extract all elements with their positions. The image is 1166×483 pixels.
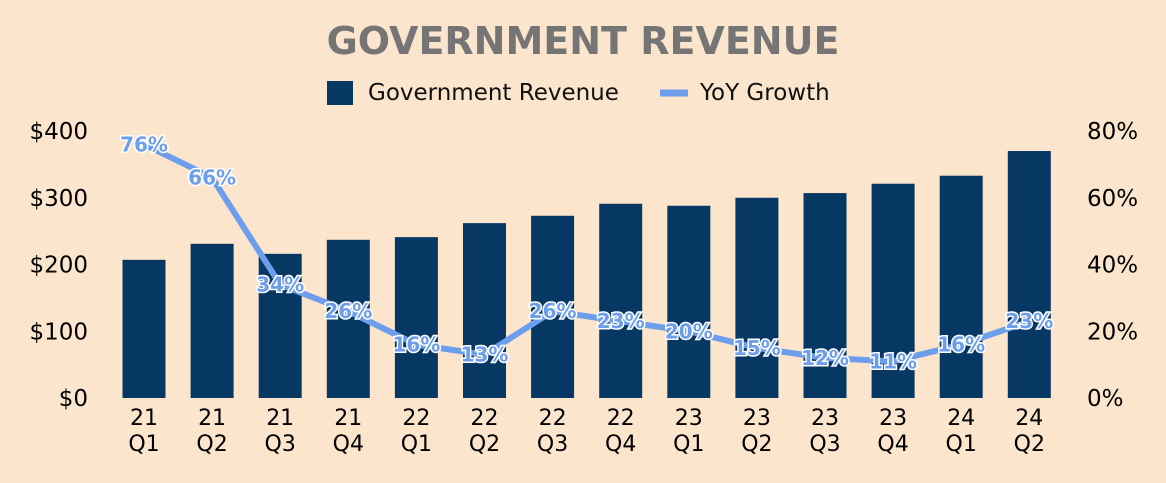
x-axis-category-label: Q1 [128, 432, 159, 457]
x-axis-category-label: Q2 [1014, 432, 1045, 457]
growth-data-label: 26% [324, 299, 372, 323]
revenue-bar [803, 193, 847, 398]
growth-data-label: 11% [869, 349, 917, 373]
growth-data-label: 12% [801, 346, 849, 370]
legend-bar-swatch [327, 81, 353, 105]
x-axis-category-label: 23 [879, 406, 907, 431]
right-axis-tick-label: 80% [1087, 119, 1138, 145]
growth-data-label: 23% [1005, 309, 1053, 333]
growth-data-labels: 76% 66% 34% 26% 16% 13% 26% 23% 20% 15% 12% 11% 16% 2… [119, 131, 1055, 375]
growth-data-label: 15% [733, 336, 781, 360]
revenue-bar [258, 253, 302, 398]
right-axis-tick-label: 0% [1087, 386, 1124, 412]
growth-line-layer [141, 141, 1033, 365]
legend-label-yoy-growth: YoY Growth [699, 80, 830, 106]
x-axis-category-label: Q1 [673, 432, 704, 457]
x-axis-category-label: Q2 [469, 432, 500, 457]
revenue-bar [667, 205, 711, 398]
x-axis-category-label: Q3 [265, 432, 296, 457]
x-axis-category-label: 22 [402, 406, 430, 431]
left-axis-tick-label: $100 [29, 319, 88, 345]
x-axis-category-label: 22 [539, 406, 567, 431]
x-axis-category-label: Q1 [401, 432, 432, 457]
x-axis-category-label: 22 [471, 406, 499, 431]
x-axis-category-label: 21 [198, 406, 226, 431]
x-axis-category-label: 22 [607, 406, 635, 431]
growth-data-label: 66% [188, 166, 236, 190]
chart-title: GOVERNMENT REVENUE [327, 19, 840, 63]
left-axis-tick-label: $0 [59, 386, 88, 412]
right-axis-tick-label: 40% [1087, 253, 1138, 279]
revenue-bar [394, 237, 438, 398]
growth-data-label: 34% [256, 273, 304, 297]
left-axis-tick-label: $300 [29, 186, 88, 212]
revenue-bar [122, 259, 166, 398]
x-axis-category-label: 23 [743, 406, 771, 431]
x-axis-category-label: 24 [947, 406, 975, 431]
growth-data-label: 16% [937, 333, 985, 357]
growth-data-label: 20% [665, 319, 713, 343]
revenue-bar [599, 203, 643, 398]
x-axis-category-label: 23 [811, 406, 839, 431]
x-axis-category-label: Q1 [946, 432, 977, 457]
x-axis-category-label: 21 [266, 406, 294, 431]
x-axis-category-labels: 21Q121Q221Q321Q422Q122Q222Q322Q423Q123Q2… [128, 406, 1045, 457]
left-axis-ticks: $0 $100 $200 $300 $400 [29, 119, 88, 412]
left-axis-tick-label: $400 [29, 119, 88, 145]
chart-legend: Government Revenue YoY Growth [327, 80, 830, 106]
growth-data-label: 23% [597, 309, 645, 333]
revenue-bar [190, 243, 234, 398]
revenue-bar [463, 223, 506, 398]
x-axis-category-label: Q3 [809, 432, 840, 457]
revenue-bar [531, 215, 575, 398]
x-axis-category-label: Q2 [741, 432, 772, 457]
right-axis-tick-label: 60% [1087, 186, 1138, 212]
growth-data-label: 16% [392, 333, 440, 357]
revenue-bar [1007, 151, 1051, 398]
revenue-bar [735, 197, 779, 398]
right-axis-tick-label: 20% [1087, 319, 1138, 345]
x-axis-category-label: Q3 [537, 432, 568, 457]
right-axis-ticks: 0% 20% 40% 60% 80% [1087, 119, 1138, 412]
growth-data-label: 13% [461, 343, 509, 367]
x-axis-category-label: Q4 [877, 432, 908, 457]
yoy-growth-line [141, 141, 1033, 365]
x-axis-category-label: 21 [130, 406, 158, 431]
legend-label-government-revenue: Government Revenue [368, 80, 619, 106]
x-axis-category-label: Q4 [333, 432, 364, 457]
x-axis-category-label: Q2 [196, 432, 227, 457]
left-axis-tick-label: $200 [29, 253, 88, 279]
x-axis-category-label: Q4 [605, 432, 636, 457]
x-axis-category-label: 21 [334, 406, 362, 431]
revenue-bar [939, 175, 983, 398]
x-axis-category-label: 23 [675, 406, 703, 431]
growth-data-label: 26% [529, 299, 577, 323]
growth-data-label: 76% [120, 132, 168, 156]
x-axis-category-label: 24 [1015, 406, 1043, 431]
